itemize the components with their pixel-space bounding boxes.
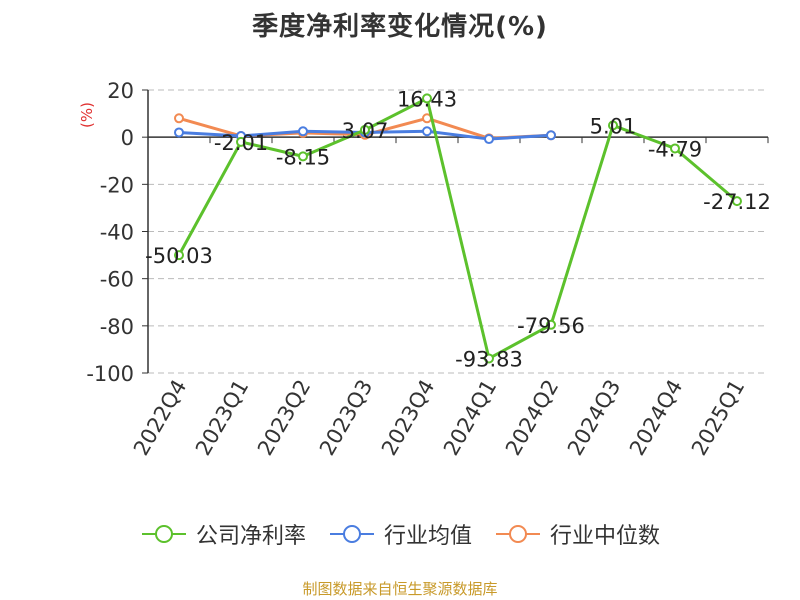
x-tick-label: 2024Q1 (439, 376, 501, 460)
y-tick-label: -60 (100, 268, 134, 292)
x-tick-label: 2024Q2 (501, 376, 563, 460)
data-point (236, 136, 246, 147)
x-tick-label: 2024Q4 (625, 376, 687, 460)
data-point (422, 93, 432, 104)
x-tick-label: 2023Q1 (191, 376, 253, 460)
x-tick-label: 2023Q4 (377, 376, 439, 460)
data-label: 3.07 (342, 119, 389, 143)
data-label: -2.01 (214, 131, 268, 155)
legend-item-industry-median[interactable]: 行业中位数 (494, 518, 660, 550)
data-point (670, 143, 680, 154)
data-point (298, 151, 308, 162)
data-label: -50.03 (145, 244, 213, 268)
data-label: -93.83 (455, 347, 523, 371)
data-point (360, 124, 370, 135)
data-point (484, 353, 494, 364)
data-labels: -50.03 -2.01 -8.15 3.07 16.43 -93.83 -79.56 5.0… (145, 87, 771, 371)
legend-label-company: 公司净利率 (195, 524, 306, 549)
legend-label-industry-median: 行业中位数 (550, 524, 661, 549)
data-point (422, 126, 432, 137)
legend-label-industry-avg: 行业均值 (383, 524, 472, 549)
grid-lines (148, 89, 768, 374)
data-label: -4.79 (648, 137, 702, 161)
chart-title: 季度净利率变化情况(%) (252, 12, 548, 42)
legend[interactable]: 公司净利率 行业均值 行业中位数 (0, 518, 800, 550)
legend-marker-company (141, 525, 186, 543)
x-tick-label: 2023Q3 (315, 376, 377, 460)
legend-marker-industry-avg (329, 525, 374, 543)
data-label: -79.56 (517, 314, 585, 338)
legend-marker-industry-median (496, 525, 540, 543)
data-source-note: 制图数据来自恒生聚源数据库 (302, 580, 498, 598)
data-point (298, 126, 308, 137)
x-tick-label: 2023Q2 (253, 376, 315, 460)
x-tick-label: 2024Q3 (563, 376, 625, 460)
y-tick-label: -80 (100, 315, 134, 339)
y-tick-label: 20 (107, 79, 134, 103)
legend-item-company[interactable]: 公司净利率 (140, 518, 306, 550)
series-lines (174, 93, 742, 364)
y-tick-label: -100 (86, 362, 134, 386)
data-point (608, 120, 618, 131)
data-point (484, 134, 494, 145)
y-tick-label: -40 (100, 221, 134, 245)
data-point (546, 319, 556, 330)
legend-item-industry-avg[interactable]: 行业均值 (328, 518, 472, 550)
data-point (174, 113, 184, 124)
data-label: 5.01 (590, 114, 637, 138)
data-point (546, 130, 556, 141)
data-label: 16.43 (397, 87, 457, 111)
x-tick-label: 2022Q4 (129, 376, 191, 460)
data-point (174, 250, 184, 261)
data-label: -8.15 (276, 145, 330, 169)
y-tick-label: -20 (100, 173, 134, 197)
data-point (732, 196, 742, 207)
series-line-0 (177, 96, 738, 360)
x-tick-label: 2025Q1 (687, 376, 749, 460)
data-label: -27.12 (703, 190, 771, 214)
data-point (174, 127, 184, 138)
y-tick-label: 0 (121, 126, 134, 150)
